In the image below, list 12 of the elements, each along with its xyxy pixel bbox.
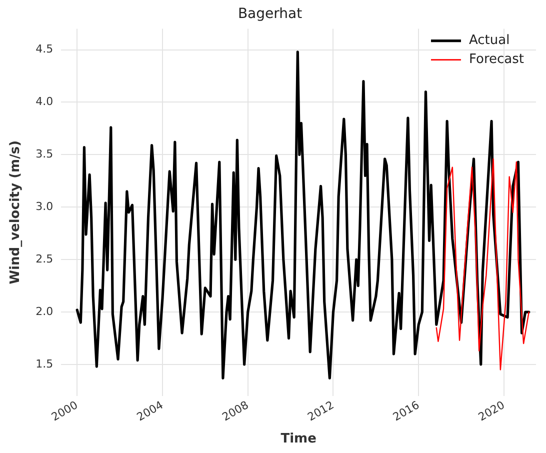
y-tick-label: 1.5 bbox=[36, 357, 54, 370]
chart-title: Bagerhat bbox=[238, 6, 303, 22]
legend-label: Forecast bbox=[468, 52, 524, 68]
y-tick-label: 4.0 bbox=[36, 95, 54, 108]
y-tick-label: 4.5 bbox=[36, 42, 54, 56]
y-tick-label: 3.0 bbox=[36, 200, 54, 213]
y-axis-title: Wind_velocity (m/s) bbox=[8, 140, 24, 284]
y-tick-label: 2.0 bbox=[36, 304, 54, 318]
x-axis-title: Time bbox=[280, 432, 317, 447]
y-tick-label: 3.5 bbox=[36, 148, 54, 161]
y-tick-label: 2.5 bbox=[36, 252, 54, 266]
legend-label: Actual bbox=[468, 33, 510, 48]
